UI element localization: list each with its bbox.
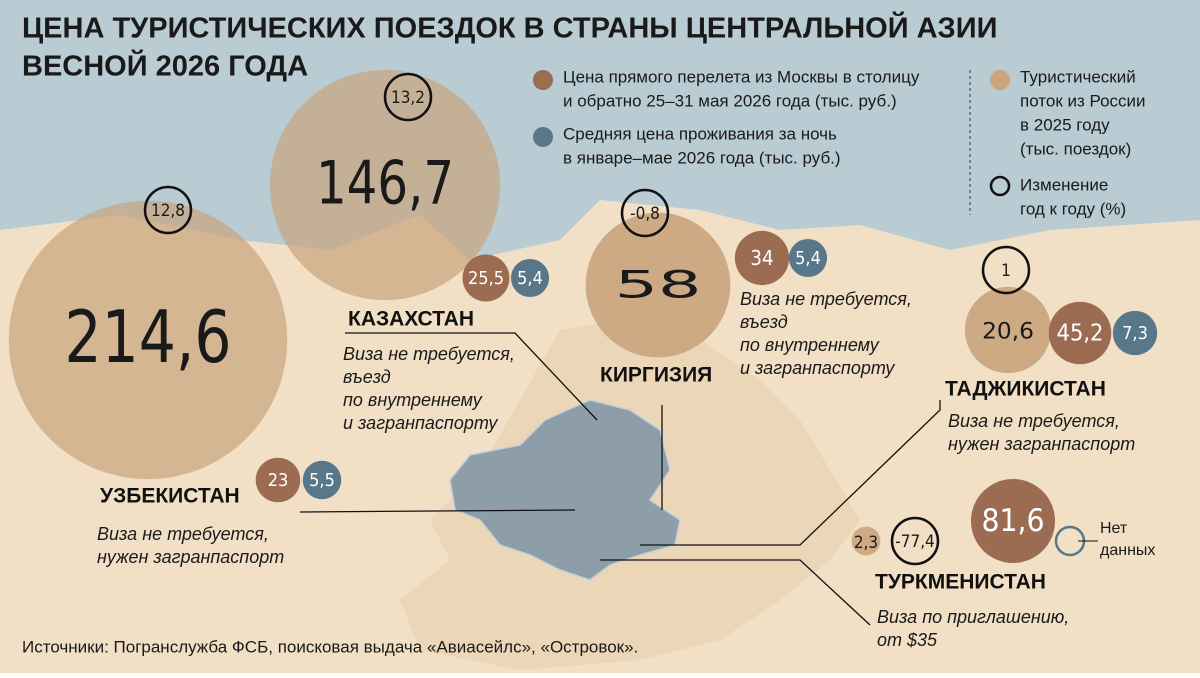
legend-text: в 2025 году — [1020, 115, 1110, 134]
change-label: 12,8 — [151, 201, 185, 221]
flow-bubble — [964, 286, 1052, 374]
country-name: ТАДЖИКИСТАН — [945, 378, 1106, 401]
country-name: КИРГИЗИЯ — [600, 364, 712, 387]
hotel-label: 5,4 — [517, 268, 543, 289]
source: Источники: Погранслужба ФСБ, поисковая в… — [22, 637, 638, 656]
country-name: КАЗАХСТАН — [348, 308, 474, 331]
change-label: 1 — [1001, 261, 1011, 281]
flight-bubble — [970, 478, 1056, 564]
no-data-text: данных — [1100, 542, 1155, 559]
change-circle — [383, 72, 433, 122]
flight-label: 45,2 — [1057, 319, 1104, 347]
flight-label: 23 — [268, 470, 289, 491]
change-label: 13,2 — [391, 88, 425, 108]
connectors — [299, 332, 941, 626]
flow-bubble — [269, 69, 501, 301]
hotel-label: 5,4 — [795, 248, 821, 269]
hotel-bubble — [302, 460, 342, 500]
legend-text: Изменение — [1020, 175, 1108, 194]
change-label: -77,4 — [895, 532, 935, 552]
hotel-bubble — [1112, 310, 1158, 356]
country-note: Виза не требуется, — [948, 411, 1120, 431]
flow-label: 20,6 — [982, 319, 1034, 345]
flight-label: 81,6 — [981, 503, 1044, 539]
flow-label: 214,6 — [64, 296, 231, 380]
hotel-label: 7,3 — [1122, 323, 1148, 344]
flight-bubble — [255, 457, 301, 503]
flight-label: 34 — [750, 246, 773, 270]
change-circle — [620, 188, 670, 238]
hotel-bubble — [510, 258, 550, 298]
flight-bubble — [1048, 301, 1112, 365]
country-note: нужен загранпаспорт — [97, 547, 284, 567]
flow-label: 2,3 — [854, 533, 878, 553]
legend-text: Туристический — [1020, 67, 1136, 86]
flow-label: 146,7 — [316, 149, 454, 219]
flow-bubble — [851, 526, 881, 556]
legend-text: Средняя цена проживания за ночь — [563, 124, 837, 143]
no-data-text: Нет — [1100, 520, 1128, 537]
title: ЦЕНА ТУРИСТИЧЕСКИХ ПОЕЗДОК В СТРАНЫ ЦЕНТ… — [22, 11, 997, 45]
legend-swatch — [990, 70, 1010, 90]
country-note: Виза не требуется, — [740, 289, 912, 309]
country-note: Виза не требуется, — [343, 344, 515, 364]
country-note: въезд — [343, 367, 391, 387]
change-circle — [890, 516, 940, 566]
flight-bubble — [462, 254, 510, 302]
flight-label: 25,5 — [468, 268, 504, 289]
legend-swatch — [533, 127, 553, 147]
country-note: по внутреннему — [343, 390, 483, 410]
central-asia — [449, 399, 681, 581]
change-circle — [981, 245, 1031, 295]
legend-text: Цена прямого перелета из Москвы в столиц… — [563, 67, 920, 86]
change-label: -0,8 — [630, 204, 660, 224]
title: ВЕСНОЙ 2026 ГОДА — [22, 49, 308, 83]
legend-text: в январе–мае 2026 года (тыс. руб.) — [563, 148, 841, 167]
country-name: УЗБЕКИСТАН — [100, 485, 240, 508]
country-note: от $35 — [877, 630, 938, 650]
flow-bubble — [8, 200, 288, 480]
legend-text: (тыс. поездок) — [1020, 139, 1131, 158]
country-name: ТУРКМЕНИСТАН — [875, 571, 1046, 594]
hotel-bubble — [788, 238, 828, 278]
legend-text: поток из России — [1020, 91, 1146, 110]
country-note: и загранпаспорту — [343, 413, 498, 433]
country-note: и загранпаспорту — [740, 358, 895, 378]
country-note: въезд — [740, 312, 788, 332]
flow-bubble — [585, 212, 731, 358]
legend-text: и обратно 25–31 мая 2026 года (тыс. руб.… — [563, 91, 897, 110]
country-note: Виза не требуется, — [97, 524, 269, 544]
legend-swatch — [533, 70, 553, 90]
flight-bubble — [734, 230, 790, 286]
change-circle — [143, 185, 193, 235]
country-note: нужен загранпаспорт — [948, 434, 1135, 454]
hotel-label: 5,5 — [309, 470, 335, 491]
country-note: Виза по приглашению, — [877, 607, 1069, 627]
flow-label: 58 — [615, 263, 702, 307]
legend-text: год к году (%) — [1020, 199, 1126, 218]
country-note: по внутреннему — [740, 335, 880, 355]
legend-swatch — [989, 175, 1011, 197]
